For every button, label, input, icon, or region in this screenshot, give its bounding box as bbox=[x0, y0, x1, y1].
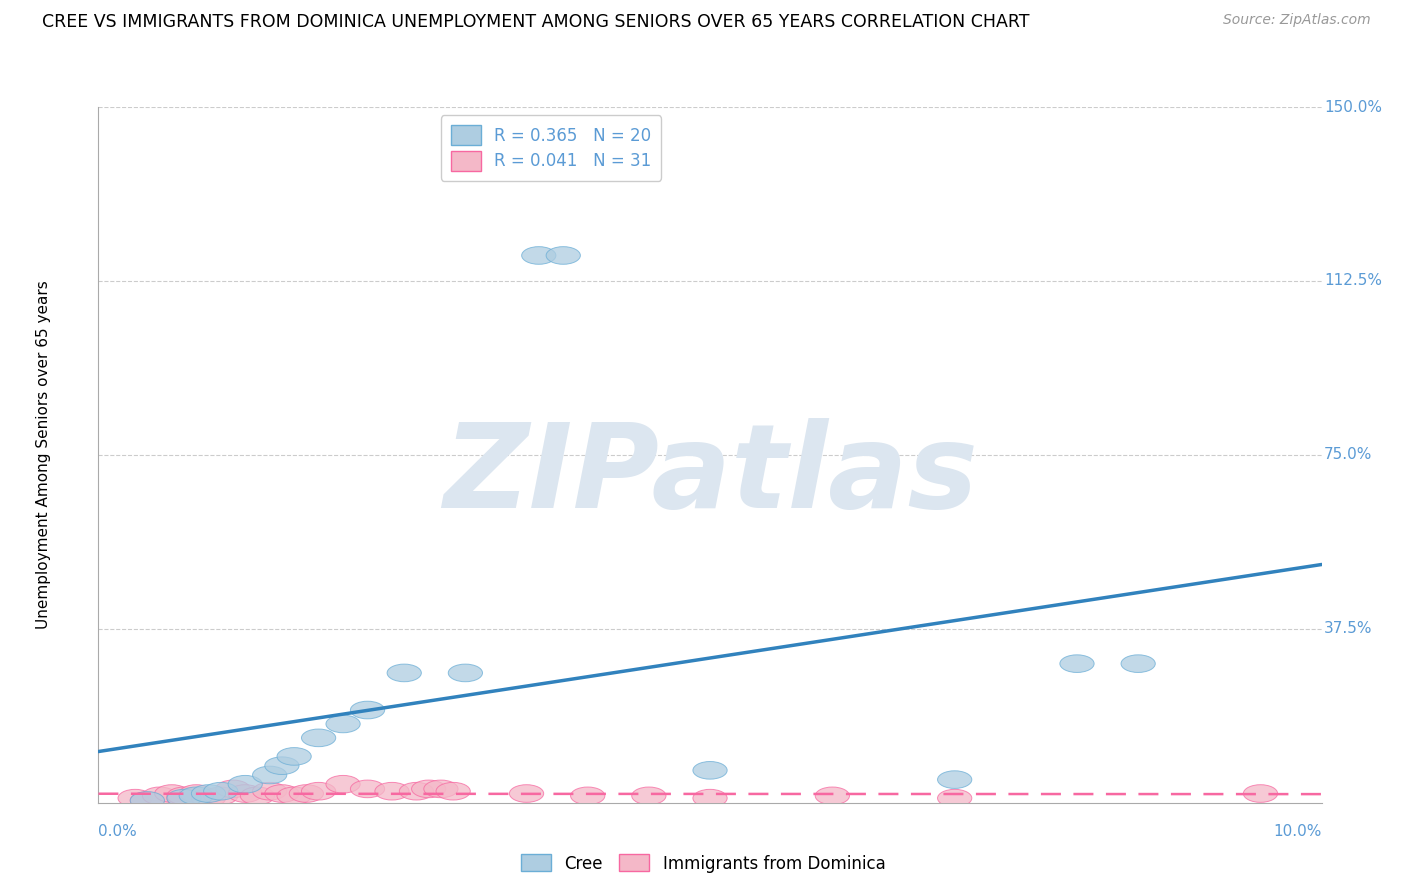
Ellipse shape bbox=[815, 787, 849, 805]
Legend: R = 0.365   N = 20, R = 0.041   N = 31: R = 0.365 N = 20, R = 0.041 N = 31 bbox=[440, 115, 661, 180]
Ellipse shape bbox=[228, 785, 263, 802]
Ellipse shape bbox=[301, 782, 336, 800]
Ellipse shape bbox=[1243, 785, 1278, 802]
Ellipse shape bbox=[228, 775, 263, 793]
Ellipse shape bbox=[179, 785, 214, 802]
Ellipse shape bbox=[938, 789, 972, 807]
Text: 75.0%: 75.0% bbox=[1324, 448, 1372, 462]
Text: 37.5%: 37.5% bbox=[1324, 622, 1372, 636]
Text: 10.0%: 10.0% bbox=[1274, 823, 1322, 838]
Ellipse shape bbox=[399, 782, 433, 800]
Ellipse shape bbox=[290, 785, 323, 802]
Ellipse shape bbox=[142, 787, 177, 805]
Ellipse shape bbox=[204, 787, 238, 805]
Text: Unemployment Among Seniors over 65 years: Unemployment Among Seniors over 65 years bbox=[37, 281, 51, 629]
Ellipse shape bbox=[350, 780, 385, 797]
Ellipse shape bbox=[1121, 655, 1156, 673]
Ellipse shape bbox=[350, 701, 385, 719]
Ellipse shape bbox=[423, 780, 458, 797]
Ellipse shape bbox=[938, 771, 972, 789]
Ellipse shape bbox=[277, 747, 311, 765]
Ellipse shape bbox=[412, 780, 446, 797]
Ellipse shape bbox=[436, 782, 470, 800]
Ellipse shape bbox=[131, 792, 165, 809]
Text: 112.5%: 112.5% bbox=[1324, 274, 1382, 288]
Ellipse shape bbox=[264, 757, 299, 774]
Legend: Cree, Immigrants from Dominica: Cree, Immigrants from Dominica bbox=[515, 847, 891, 880]
Ellipse shape bbox=[253, 766, 287, 784]
Ellipse shape bbox=[277, 787, 311, 805]
Ellipse shape bbox=[191, 785, 225, 802]
Ellipse shape bbox=[509, 785, 544, 802]
Ellipse shape bbox=[301, 729, 336, 747]
Text: Source: ZipAtlas.com: Source: ZipAtlas.com bbox=[1223, 13, 1371, 28]
Ellipse shape bbox=[253, 782, 287, 800]
Text: CREE VS IMMIGRANTS FROM DOMINICA UNEMPLOYMENT AMONG SENIORS OVER 65 YEARS CORREL: CREE VS IMMIGRANTS FROM DOMINICA UNEMPLO… bbox=[42, 13, 1029, 31]
Text: 150.0%: 150.0% bbox=[1324, 100, 1382, 114]
Ellipse shape bbox=[167, 789, 201, 807]
Ellipse shape bbox=[167, 787, 201, 805]
Ellipse shape bbox=[118, 789, 152, 807]
Ellipse shape bbox=[693, 762, 727, 779]
Ellipse shape bbox=[387, 665, 422, 681]
Ellipse shape bbox=[375, 782, 409, 800]
Ellipse shape bbox=[631, 787, 666, 805]
Ellipse shape bbox=[240, 787, 274, 805]
Ellipse shape bbox=[155, 785, 188, 802]
Ellipse shape bbox=[179, 787, 214, 805]
Ellipse shape bbox=[217, 780, 250, 797]
Ellipse shape bbox=[449, 665, 482, 681]
Ellipse shape bbox=[522, 247, 555, 264]
Ellipse shape bbox=[167, 789, 201, 807]
Ellipse shape bbox=[1060, 655, 1094, 673]
Ellipse shape bbox=[131, 792, 165, 809]
Ellipse shape bbox=[204, 782, 238, 800]
Ellipse shape bbox=[191, 789, 225, 807]
Ellipse shape bbox=[571, 787, 605, 805]
Text: ZIPatlas: ZIPatlas bbox=[443, 418, 977, 533]
Text: 0.0%: 0.0% bbox=[98, 823, 138, 838]
Ellipse shape bbox=[326, 775, 360, 793]
Ellipse shape bbox=[326, 715, 360, 732]
Ellipse shape bbox=[693, 789, 727, 807]
Ellipse shape bbox=[264, 785, 299, 802]
Ellipse shape bbox=[546, 247, 581, 264]
